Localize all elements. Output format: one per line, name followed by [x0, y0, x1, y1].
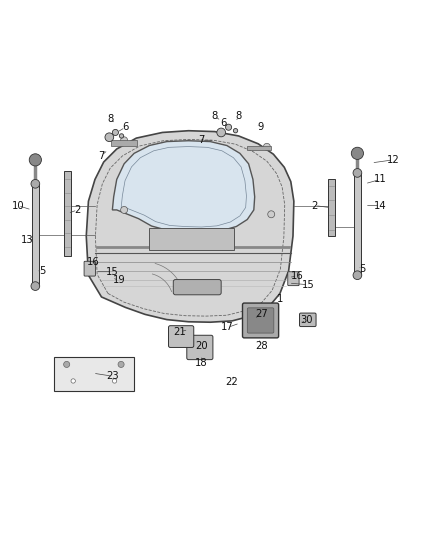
FancyBboxPatch shape	[84, 261, 95, 276]
FancyBboxPatch shape	[187, 335, 213, 360]
Circle shape	[105, 133, 114, 142]
Circle shape	[119, 134, 124, 138]
Bar	[354, 173, 361, 275]
Text: 7: 7	[198, 135, 205, 146]
Text: 22: 22	[226, 377, 238, 387]
FancyBboxPatch shape	[247, 308, 274, 333]
Circle shape	[233, 128, 238, 133]
Circle shape	[29, 154, 42, 166]
Bar	[64, 171, 71, 256]
Circle shape	[120, 137, 127, 144]
Bar	[247, 146, 271, 150]
Circle shape	[118, 361, 124, 367]
Text: 6: 6	[122, 122, 129, 132]
Polygon shape	[113, 141, 254, 232]
Text: 9: 9	[257, 122, 264, 132]
Circle shape	[353, 271, 362, 279]
Text: 8: 8	[212, 111, 218, 122]
Text: 8: 8	[107, 114, 113, 124]
FancyBboxPatch shape	[288, 272, 299, 286]
Circle shape	[217, 128, 226, 137]
Text: 21: 21	[173, 327, 186, 337]
Circle shape	[113, 130, 118, 135]
Bar	[328, 180, 335, 236]
Text: 6: 6	[220, 118, 226, 128]
Circle shape	[226, 124, 232, 130]
Text: 15: 15	[302, 280, 314, 290]
Text: 12: 12	[387, 155, 399, 165]
Text: 7: 7	[98, 150, 105, 160]
Text: 15: 15	[106, 266, 119, 277]
Text: 27: 27	[255, 309, 268, 319]
Polygon shape	[86, 131, 294, 322]
FancyBboxPatch shape	[300, 313, 316, 327]
Circle shape	[31, 180, 40, 188]
Text: 17: 17	[221, 322, 234, 333]
Text: 1: 1	[277, 294, 283, 304]
Text: 2: 2	[311, 200, 318, 211]
Bar	[53, 357, 134, 391]
Bar	[149, 228, 234, 250]
Circle shape	[64, 361, 70, 367]
Text: 28: 28	[255, 341, 268, 351]
Circle shape	[351, 147, 364, 159]
Text: 5: 5	[39, 266, 46, 276]
Circle shape	[268, 211, 275, 218]
Text: 19: 19	[113, 276, 125, 286]
Circle shape	[113, 379, 117, 383]
Circle shape	[353, 168, 362, 177]
Circle shape	[71, 379, 75, 383]
Text: 23: 23	[106, 371, 119, 381]
Circle shape	[120, 206, 127, 213]
Text: 5: 5	[360, 264, 366, 273]
Text: 16: 16	[291, 271, 304, 281]
Text: 18: 18	[195, 358, 208, 368]
Text: 20: 20	[195, 341, 208, 351]
Text: 2: 2	[74, 205, 81, 215]
Circle shape	[263, 143, 270, 150]
FancyBboxPatch shape	[173, 279, 221, 295]
Text: 14: 14	[374, 200, 386, 211]
Text: 30: 30	[300, 314, 312, 325]
Circle shape	[31, 282, 40, 290]
Text: 8: 8	[236, 111, 242, 122]
Text: 10: 10	[12, 200, 24, 211]
Bar	[111, 140, 137, 146]
Bar	[32, 184, 39, 286]
Text: 11: 11	[374, 174, 386, 184]
Text: 13: 13	[21, 236, 34, 245]
FancyBboxPatch shape	[169, 326, 194, 348]
Text: 16: 16	[86, 257, 99, 267]
FancyBboxPatch shape	[243, 303, 279, 338]
